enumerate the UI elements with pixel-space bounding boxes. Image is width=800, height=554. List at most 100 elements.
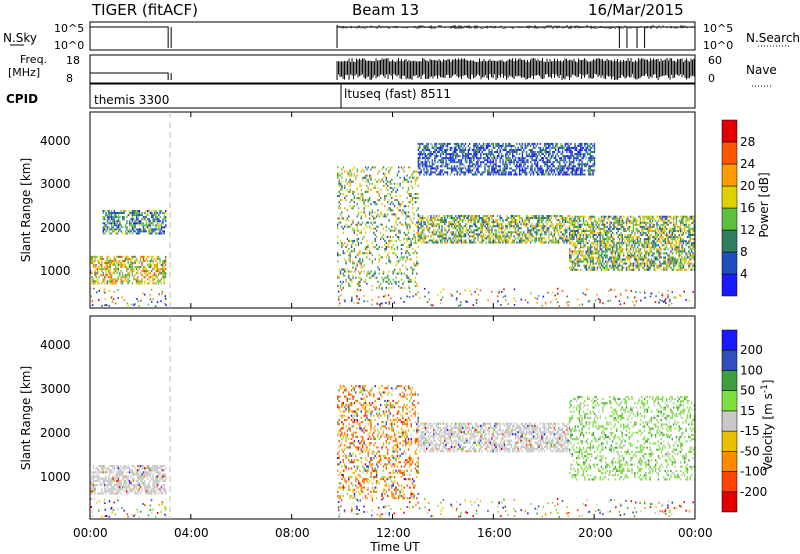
power-cell: [525, 155, 528, 158]
power-cell: [339, 284, 342, 287]
power-cell: [375, 180, 378, 183]
power-cell: [684, 215, 686, 218]
power-cell: [434, 239, 436, 242]
power-cell: [595, 219, 597, 222]
power-cell: [667, 240, 669, 243]
power-cell: [120, 280, 122, 283]
power-cell: [384, 197, 386, 200]
power-cell: [546, 219, 548, 222]
power-cell: [498, 239, 500, 242]
power-cell: [488, 231, 490, 234]
power-cell: [502, 219, 504, 222]
power-cell: [417, 237, 419, 240]
power-cell: [367, 244, 369, 246]
power-cell: [492, 142, 494, 145]
power-cell: [151, 255, 153, 258]
power-cell: [614, 252, 617, 255]
power-cell: [396, 199, 399, 202]
power-cell: [536, 163, 539, 166]
power-cell: [632, 225, 635, 228]
power-cell: [124, 232, 127, 235]
power-cell: [110, 280, 113, 283]
power-cell: [90, 257, 92, 260]
power-cell: [513, 239, 515, 242]
power-cell: [345, 219, 347, 222]
power-cell: [439, 155, 442, 158]
power-cell: [616, 217, 618, 220]
power-cell: [126, 268, 128, 271]
power-cell: [605, 256, 607, 259]
power-cell: [449, 161, 451, 164]
power-cell: [364, 190, 367, 193]
power-cell: [445, 149, 447, 151]
power-cell: [380, 180, 382, 183]
power-cell: [164, 264, 167, 266]
power-cell: [157, 255, 160, 258]
power-cell: [357, 197, 360, 200]
power-cell: [512, 241, 514, 244]
power-cell: [381, 178, 383, 181]
power-cell: [542, 215, 544, 217]
power-cell: [124, 230, 127, 233]
power-cell: [405, 266, 407, 269]
power-cell: [473, 151, 475, 153]
power-cell: [666, 246, 668, 249]
power-cell: [377, 180, 379, 183]
power-cell: [496, 151, 499, 153]
power-cell: [153, 266, 156, 268]
power-cell: [536, 169, 539, 172]
power-cell: [632, 238, 635, 241]
power-cell: [407, 211, 410, 214]
power-cell: [584, 223, 586, 226]
power-cell: [360, 278, 362, 281]
power-cell: [424, 237, 426, 240]
power-cell: [617, 254, 619, 257]
power-cell: [399, 205, 401, 208]
power-cell: [352, 199, 354, 202]
power-cell: [360, 195, 362, 197]
power-cell: [689, 240, 691, 243]
power-cell: [414, 170, 417, 173]
power-cell: [628, 256, 630, 259]
power-cell: [417, 184, 419, 187]
power-cell: [542, 169, 544, 172]
power-cell: [559, 223, 561, 226]
power-cell: [355, 244, 357, 246]
power-cell: [338, 217, 340, 220]
power-cell: [478, 149, 481, 151]
power-cell: [581, 240, 583, 243]
power-cell: [441, 163, 443, 166]
power-cell: [337, 274, 339, 277]
power-cell: [686, 236, 689, 239]
power-cell: [531, 225, 533, 228]
power-cell: [438, 225, 440, 228]
power-cell: [613, 225, 615, 228]
power-cell: [441, 149, 443, 151]
power-cell: [135, 214, 138, 217]
power-cell: [370, 188, 372, 191]
power-cell: [541, 173, 543, 176]
power-cell: [123, 216, 125, 219]
power-cell: [599, 254, 601, 257]
power-cell: [596, 242, 599, 245]
power-cell: [90, 259, 92, 262]
power-cell: [659, 248, 661, 251]
power-cell: [156, 232, 159, 235]
power-cell: [115, 266, 117, 268]
power-cell: [541, 241, 543, 244]
power-cell: [338, 221, 340, 224]
power-cell: [459, 149, 461, 151]
power-cell: [135, 228, 138, 231]
power-cell: [368, 213, 371, 216]
power-cell: [581, 230, 583, 232]
power-cell: [656, 225, 658, 228]
power-panel: 1000 2000 3000 4000 Slant Range [km] 481…: [19, 111, 771, 309]
power-cell: [360, 193, 362, 195]
power-cell: [444, 241, 446, 244]
power-cell: [140, 220, 142, 223]
power-cell: [120, 278, 122, 281]
power-cell: [666, 244, 668, 247]
power-cell: [165, 220, 167, 223]
power-cell: [104, 216, 106, 219]
power-cell: [539, 142, 542, 145]
